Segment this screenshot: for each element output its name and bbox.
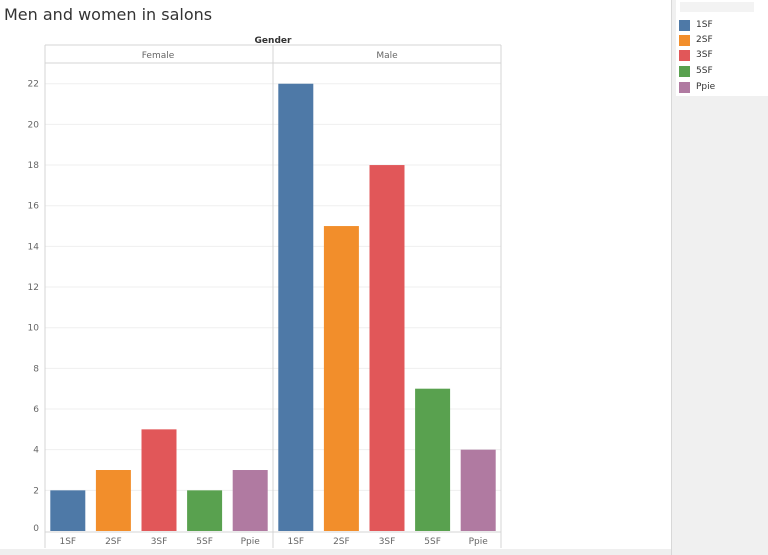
bar-female-2sf[interactable] — [95, 470, 131, 531]
legend-swatch-2sf — [679, 34, 690, 46]
legend-label-3sf: 3SF — [696, 50, 713, 60]
chart-title: Men and women in salons — [4, 5, 213, 24]
legend — [676, 0, 768, 96]
x-tick-label: 5SF — [424, 537, 441, 547]
bar-male-5sf[interactable] — [415, 388, 451, 531]
y-tick-label: 22 — [28, 80, 39, 90]
y-tick-label: 16 — [28, 202, 40, 212]
panel-header-female: Female — [142, 51, 175, 61]
column-header-gender: Gender — [255, 36, 292, 46]
bar-female-ppie[interactable] — [232, 470, 268, 531]
y-tick-label: 0 — [33, 524, 39, 534]
y-tick-label: 12 — [28, 283, 39, 293]
legend-item-3sf[interactable]: 3SF — [679, 48, 713, 62]
x-tick-label: 2SF — [333, 537, 350, 547]
x-tick-label: Ppie — [241, 537, 261, 547]
x-tick-label: 5SF — [196, 537, 213, 547]
bar-male-2sf[interactable] — [323, 226, 359, 532]
legend-item-1sf[interactable]: 1SF — [679, 18, 713, 32]
y-tick-label: 4 — [33, 446, 39, 456]
bar-chart: Gender Female Male 0 2 4 6 8 10 12 14 16 18 20 22 1S… — [28, 36, 502, 548]
legend-swatch-3sf — [679, 49, 690, 61]
legend-swatch-5sf — [679, 65, 690, 77]
y-tick-label: 8 — [33, 364, 39, 374]
horizontal-scrollbar[interactable] — [0, 549, 671, 555]
x-tick-label: 2SF — [105, 537, 122, 547]
legend-label-5sf: 5SF — [696, 66, 713, 76]
legend-item-5sf[interactable]: 5SF — [679, 64, 713, 78]
y-tick-label: 6 — [33, 405, 39, 415]
bar-female-1sf[interactable] — [50, 490, 86, 531]
legend-item-ppie[interactable]: Ppie — [679, 80, 715, 94]
x-tick-label: 1SF — [59, 537, 76, 547]
legend-label-2sf: 2SF — [696, 35, 713, 45]
x-tick-label: 1SF — [287, 537, 304, 547]
x-tick-label: Ppie — [469, 537, 489, 547]
bar-male-ppie[interactable] — [460, 449, 496, 531]
legend-search-field[interactable] — [680, 2, 754, 12]
legend-label-1sf: 1SF — [696, 20, 713, 30]
y-tick-label: 20 — [28, 120, 40, 130]
panel-header-male: Male — [376, 51, 398, 61]
y-tick-label: 14 — [28, 242, 40, 252]
bar-male-3sf[interactable] — [369, 165, 405, 531]
bar-female-3sf[interactable] — [141, 429, 177, 531]
y-tick-label: 2 — [33, 486, 39, 496]
legend-item-2sf[interactable]: 2SF — [679, 33, 713, 47]
bar-female-5sf[interactable] — [187, 490, 223, 531]
y-tick-label: 18 — [28, 161, 40, 171]
legend-swatch-ppie — [679, 81, 690, 93]
legend-swatch-1sf — [679, 19, 690, 31]
x-tick-label: 3SF — [151, 537, 168, 547]
x-tick-label: 3SF — [379, 537, 396, 547]
bar-male-1sf[interactable] — [278, 83, 314, 532]
legend-label-ppie: Ppie — [696, 82, 716, 92]
y-tick-label: 10 — [28, 324, 40, 334]
